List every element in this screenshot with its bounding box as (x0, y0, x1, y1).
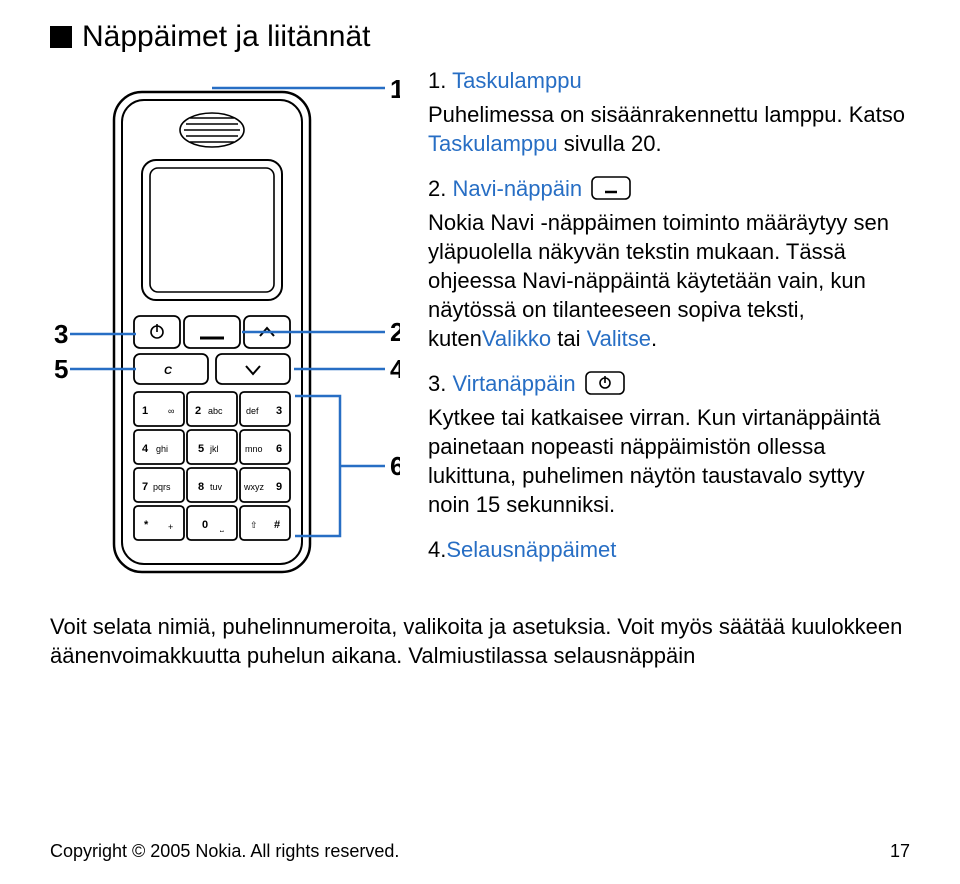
svg-text:C: C (164, 365, 173, 377)
body-text: Puhelimessa on sisäänrakennettu lamppu. … (428, 102, 905, 127)
section-2-body: Nokia Navi -näppäimen toiminto määräytyy… (428, 208, 910, 353)
navi-key-icon (591, 176, 631, 200)
callout-1: 1 (390, 74, 400, 104)
heading-num: 4. (428, 537, 446, 562)
heading-num: 3. (428, 371, 446, 396)
body-text: sivulla 20. (558, 131, 662, 156)
svg-text:6: 6 (276, 443, 282, 455)
heading-label: Virtanäppäin (452, 371, 575, 396)
text-column: 1. Taskulamppu Puhelimessa on sisäänrake… (428, 68, 910, 608)
callout-2: 2 (390, 317, 400, 347)
svg-text:⇧: ⇧ (250, 520, 258, 530)
section-3-heading: 3. Virtanäppäin (428, 371, 910, 397)
svg-text:wxyz: wxyz (243, 482, 264, 492)
heading-num: 2. (428, 176, 446, 201)
svg-text:7: 7 (142, 481, 148, 493)
section-2-heading: 2. Navi-näppäin (428, 176, 910, 202)
section-1-heading: 1. Taskulamppu (428, 68, 910, 94)
svg-text:*: * (144, 519, 149, 531)
callout-3: 3 (54, 319, 68, 349)
callout-4: 4 (390, 354, 400, 384)
content-row: 1 (50, 68, 910, 608)
body-link: Valikko (482, 326, 551, 351)
title-text: Näppäimet ja liitännät (82, 20, 371, 54)
svg-text:4: 4 (142, 443, 149, 455)
callout-6: 6 (390, 451, 400, 481)
page-footer: Copyright © 2005 Nokia. All rights reser… (0, 841, 960, 862)
svg-text:ghi: ghi (156, 444, 168, 454)
svg-text:#: # (274, 519, 280, 531)
heading-label: Taskulamppu (452, 68, 582, 93)
body-link: Taskulamppu (428, 131, 558, 156)
svg-text:mno: mno (245, 444, 263, 454)
section-3-body: Kytkee tai katkaisee virran. Kun virtanä… (428, 403, 910, 519)
bottom-paragraph: Voit selata nimiä, puhelinnumeroita, val… (50, 612, 910, 670)
section-4-heading: 4.Selausnäppäimet (428, 537, 910, 563)
body-link: Valitse (587, 326, 651, 351)
svg-text:tuv: tuv (210, 482, 223, 492)
svg-text:9: 9 (276, 481, 282, 493)
power-key-icon (585, 371, 625, 395)
svg-text:0: 0 (202, 519, 208, 531)
section-1-body: Puhelimessa on sisäänrakennettu lamppu. … (428, 100, 910, 158)
svg-text:5: 5 (198, 443, 204, 455)
svg-text:∞: ∞ (168, 406, 174, 416)
copyright-text: Copyright © 2005 Nokia. All rights reser… (50, 841, 399, 862)
svg-text:+: + (168, 522, 173, 532)
section-title: Näppäimet ja liitännät (50, 20, 910, 54)
svg-text:def: def (246, 406, 259, 416)
heading-label: Selausnäppäimet (446, 537, 616, 562)
svg-text:2: 2 (195, 405, 201, 417)
title-bullet-icon (50, 26, 72, 48)
page-number: 17 (890, 841, 910, 862)
svg-text:⎵: ⎵ (220, 522, 224, 532)
body-text: . (651, 326, 657, 351)
svg-text:abc: abc (208, 406, 223, 416)
phone-diagram: 1 (50, 68, 400, 608)
svg-text:8: 8 (198, 481, 204, 493)
callout-5: 5 (54, 354, 68, 384)
svg-text:jkl: jkl (209, 444, 219, 454)
body-text: tai (551, 326, 586, 351)
svg-text:3: 3 (276, 405, 282, 417)
heading-num: 1. (428, 68, 446, 93)
svg-text:1: 1 (142, 405, 148, 417)
heading-label: Navi-näppäin (452, 176, 582, 201)
svg-text:pqrs: pqrs (153, 482, 171, 492)
